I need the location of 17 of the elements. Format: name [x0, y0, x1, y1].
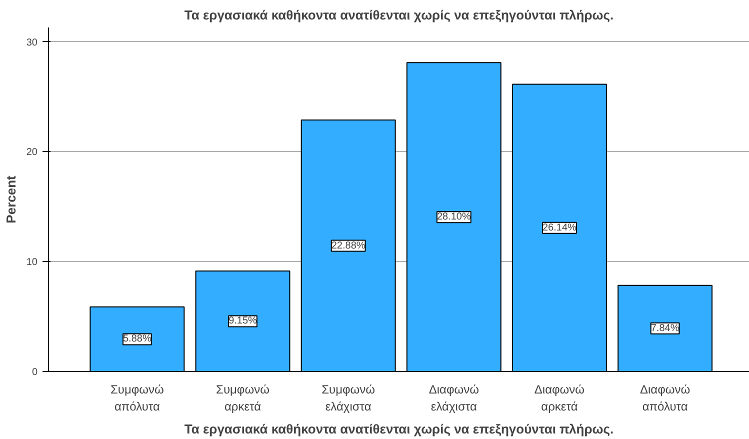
y-tick-label: 10: [26, 257, 38, 268]
y-tick-label: 30: [26, 37, 38, 48]
x-tick-label: Συμφωνώ ελάχιστα: [322, 382, 376, 414]
x-tick-label: Συμφωνώ απόλυτα: [110, 382, 164, 414]
chart-title: Τα εργασιακά καθήκοντα ανατίθενται χωρίς να επεξηγούνται πλήρως.: [184, 8, 614, 22]
x-tick-label: Διαφωνώ αρκετά: [534, 382, 585, 414]
x-axis-title: Τα εργασιακά καθήκοντα ανατίθενται χωρίς να επεξηγούνται πλήρως.: [184, 421, 614, 436]
x-tick-label: Διαφωνώ ελάχιστα: [428, 382, 479, 414]
data-label: 9.15%: [228, 316, 258, 327]
data-label: 28.10%: [436, 212, 471, 223]
x-tick-label: Συμφωνώ αρκετά: [216, 382, 270, 414]
y-tick-label: 20: [26, 147, 38, 158]
data-label: 5.88%: [123, 334, 152, 345]
y-axis-title: Percent: [3, 174, 18, 224]
data-label: 26.14%: [542, 222, 577, 234]
y-tick-label: 0: [32, 367, 38, 378]
x-tick-label: Διαφωνώ απόλυτα: [640, 382, 690, 414]
